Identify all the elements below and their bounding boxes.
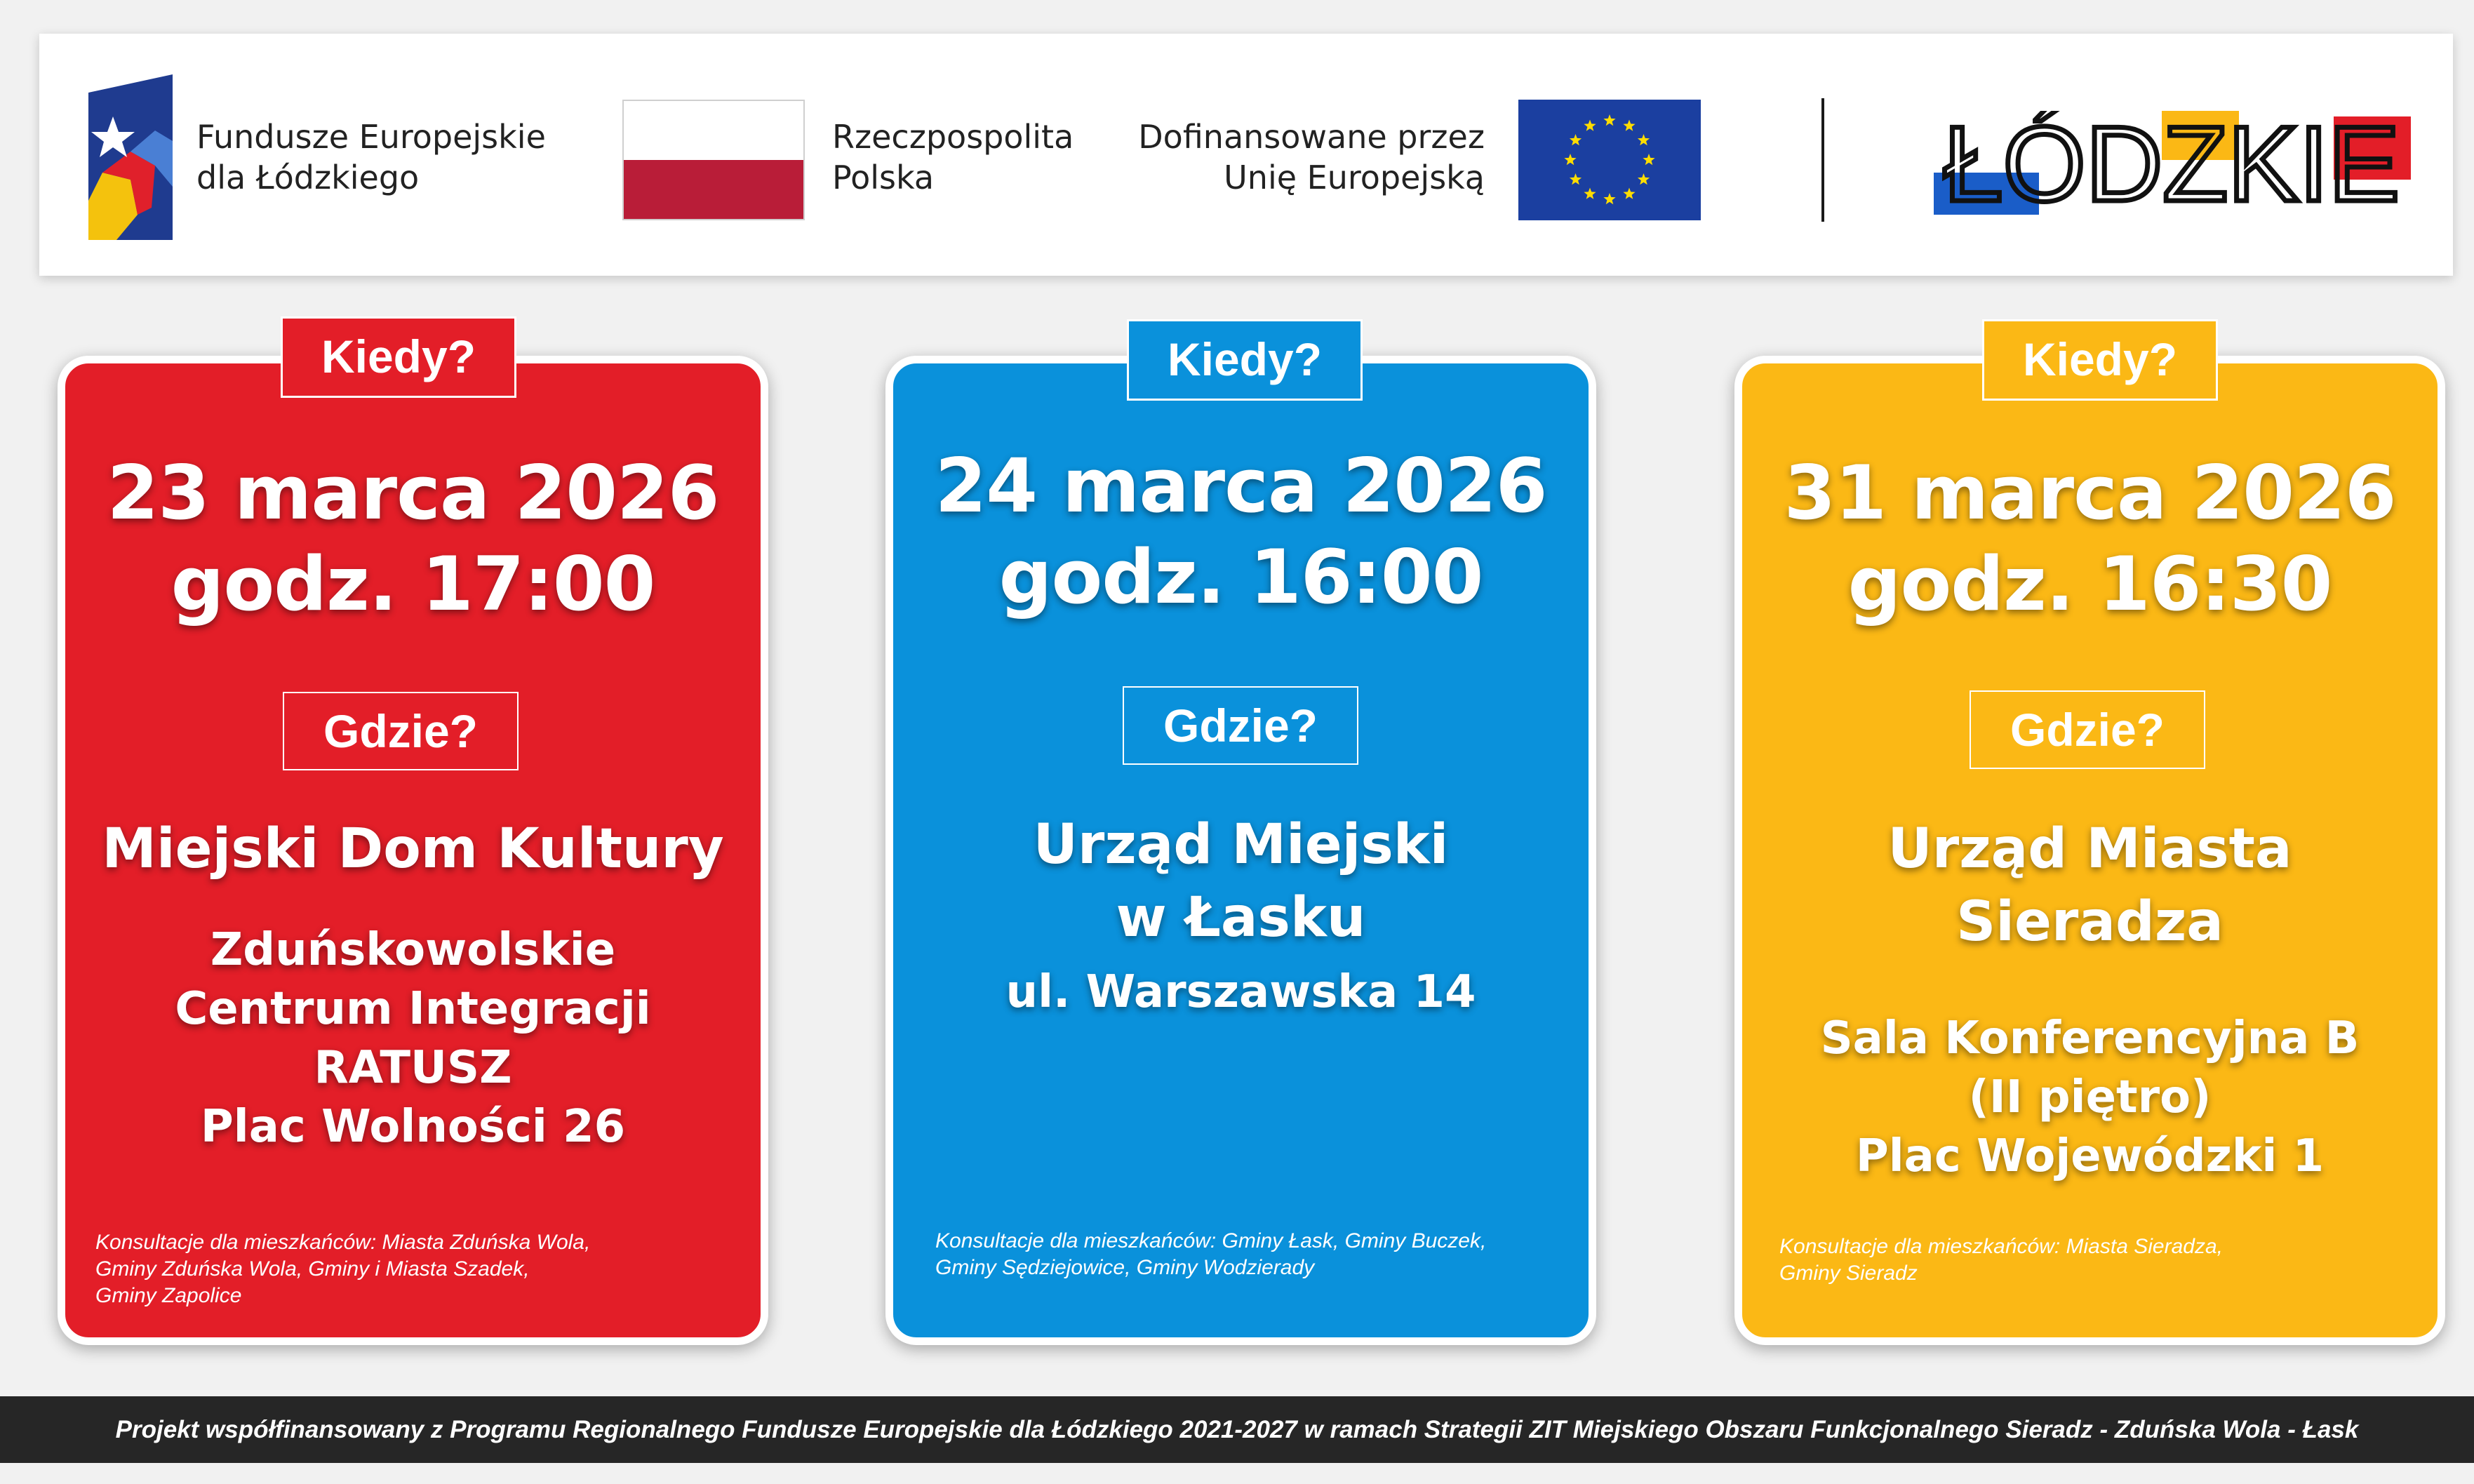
eu-star-icon <box>1564 154 1577 166</box>
eu-text-line-1: Dofinansowane przez <box>1138 118 1485 156</box>
eu-star-icon <box>1643 154 1655 166</box>
venue-line: Miejski Dom Kultury <box>102 817 724 881</box>
event-card-1 <box>58 356 768 1345</box>
event-time: godz. 16:00 <box>998 534 1484 620</box>
eu-star-icon <box>1637 134 1650 146</box>
event-date: 31 marca 2026 <box>1784 450 2397 536</box>
where-label: Gdzie? <box>283 692 519 770</box>
eu-flag-icon <box>1518 100 1701 220</box>
pl-logo-text: Rzeczpospolita Polska <box>832 116 1074 198</box>
event-date: 23 marca 2026 <box>107 450 720 536</box>
venue-line: Sieradza <box>1956 890 2224 954</box>
eu-text-line-2: Unię Europejską <box>1224 159 1485 196</box>
consultation-note: Konsultacje dla mieszkańców: Gminy Łask,… <box>935 1229 1487 1279</box>
fe-text-line-2: dla Łódzkiego <box>196 159 420 196</box>
lodzkie-logo: ŁÓDZKIE <box>1934 111 2411 223</box>
eu-star-icon <box>1603 114 1616 126</box>
where-label: Gdzie? <box>1123 686 1358 765</box>
fe-logo-text: Fundusze Europejskie dla Łódzkiego <box>196 116 546 198</box>
event-date: 24 marca 2026 <box>935 443 1548 529</box>
eu-star-icon <box>1623 119 1636 131</box>
where-label: Gdzie? <box>1970 690 2205 769</box>
header-divider <box>1821 98 1824 222</box>
fe-text-line-1: Fundusze Europejskie <box>196 118 546 156</box>
eu-star-icon <box>1637 173 1650 185</box>
venue-line: w Łasku <box>1116 886 1366 949</box>
venue-line: Urząd Miejski <box>1033 813 1449 876</box>
poland-flag-icon <box>622 100 805 220</box>
address-line: Plac Wolności 26 <box>200 1101 626 1153</box>
address-line: Sala Konferencyjna B <box>1820 1012 2360 1064</box>
pl-text-line-1: Rzeczpospolita <box>832 118 1074 156</box>
consultation-note: Konsultacje dla mieszkańców: Miasta Zduń… <box>95 1231 591 1307</box>
eu-star-icon <box>1623 187 1636 199</box>
fundusze-europejskie-logo-icon <box>88 74 173 240</box>
eu-star-icon <box>1569 173 1582 185</box>
when-label: Kiedy? <box>281 316 516 398</box>
footer-bar: Projekt współfinansowany z Programu Regi… <box>0 1396 2474 1463</box>
logo-bar: Fundusze Europejskie dla Łódzkiego Rzecz… <box>39 34 2453 276</box>
event-card-2 <box>885 356 1596 1345</box>
eu-star-icon <box>1569 134 1582 146</box>
pl-text-line-2: Polska <box>832 159 935 196</box>
consultation-note: Konsultacje dla mieszkańców: Miasta Sier… <box>1779 1235 2223 1285</box>
event-card-3 <box>1734 356 2445 1345</box>
address-line: (II piętro) <box>1968 1071 2212 1123</box>
address-line: RATUSZ <box>314 1042 512 1094</box>
address-line: Zduńskowolskie <box>210 924 616 976</box>
when-label: Kiedy? <box>1127 319 1363 401</box>
address-line: ul. Warszawska 14 <box>1005 966 1476 1018</box>
when-label: Kiedy? <box>1982 319 2218 401</box>
eu-star-icon <box>1584 119 1596 131</box>
lodzkie-logo-text: ŁÓDZKIE <box>1944 111 2400 223</box>
eu-logo-text: Dofinansowane przez Unię Europejską <box>1134 116 1485 198</box>
event-time: godz. 16:30 <box>1847 541 2333 627</box>
eu-star-icon <box>1603 193 1616 205</box>
address-line: Centrum Integracji <box>175 983 651 1035</box>
venue-line: Urząd Miasta <box>1887 817 2292 881</box>
address-line: Plac Wojewódzki 1 <box>1855 1130 2325 1182</box>
event-time: godz. 17:00 <box>170 541 656 627</box>
eu-star-icon <box>1584 187 1596 199</box>
